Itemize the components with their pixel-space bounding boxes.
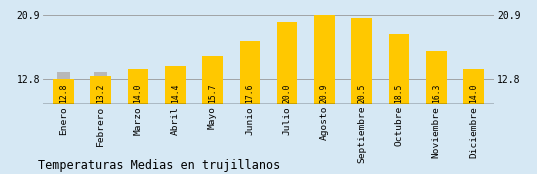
Bar	[243, 72, 256, 104]
Text: 17.6: 17.6	[245, 84, 255, 103]
Bar	[426, 51, 446, 104]
Bar	[53, 79, 74, 104]
Bar	[314, 15, 335, 104]
Text: 14.0: 14.0	[134, 84, 142, 103]
Bar	[463, 69, 484, 104]
Bar	[277, 22, 297, 104]
Bar	[467, 72, 480, 104]
Bar	[206, 72, 219, 104]
Bar	[351, 18, 372, 104]
Bar	[165, 66, 186, 104]
Text: 12.8: 12.8	[59, 84, 68, 103]
Text: 14.4: 14.4	[171, 84, 180, 103]
Text: 18.5: 18.5	[395, 84, 403, 103]
Text: 14.0: 14.0	[469, 84, 478, 103]
Text: 15.7: 15.7	[208, 84, 217, 103]
Bar	[57, 72, 70, 104]
Bar	[281, 72, 294, 104]
Bar	[430, 72, 443, 104]
Bar	[240, 41, 260, 104]
Text: 20.0: 20.0	[282, 84, 292, 103]
Bar	[393, 72, 405, 104]
Bar	[202, 56, 223, 104]
Bar	[389, 34, 409, 104]
Bar	[132, 72, 144, 104]
Text: 13.2: 13.2	[96, 84, 105, 103]
Text: 20.5: 20.5	[357, 84, 366, 103]
Bar	[355, 72, 368, 104]
Bar	[128, 69, 148, 104]
Text: 20.9: 20.9	[320, 84, 329, 103]
Bar	[91, 76, 111, 104]
Bar	[94, 72, 107, 104]
Bar	[318, 72, 331, 104]
Text: Temperaturas Medias en trujillanos: Temperaturas Medias en trujillanos	[38, 159, 280, 172]
Text: 16.3: 16.3	[432, 84, 441, 103]
Bar	[169, 72, 182, 104]
